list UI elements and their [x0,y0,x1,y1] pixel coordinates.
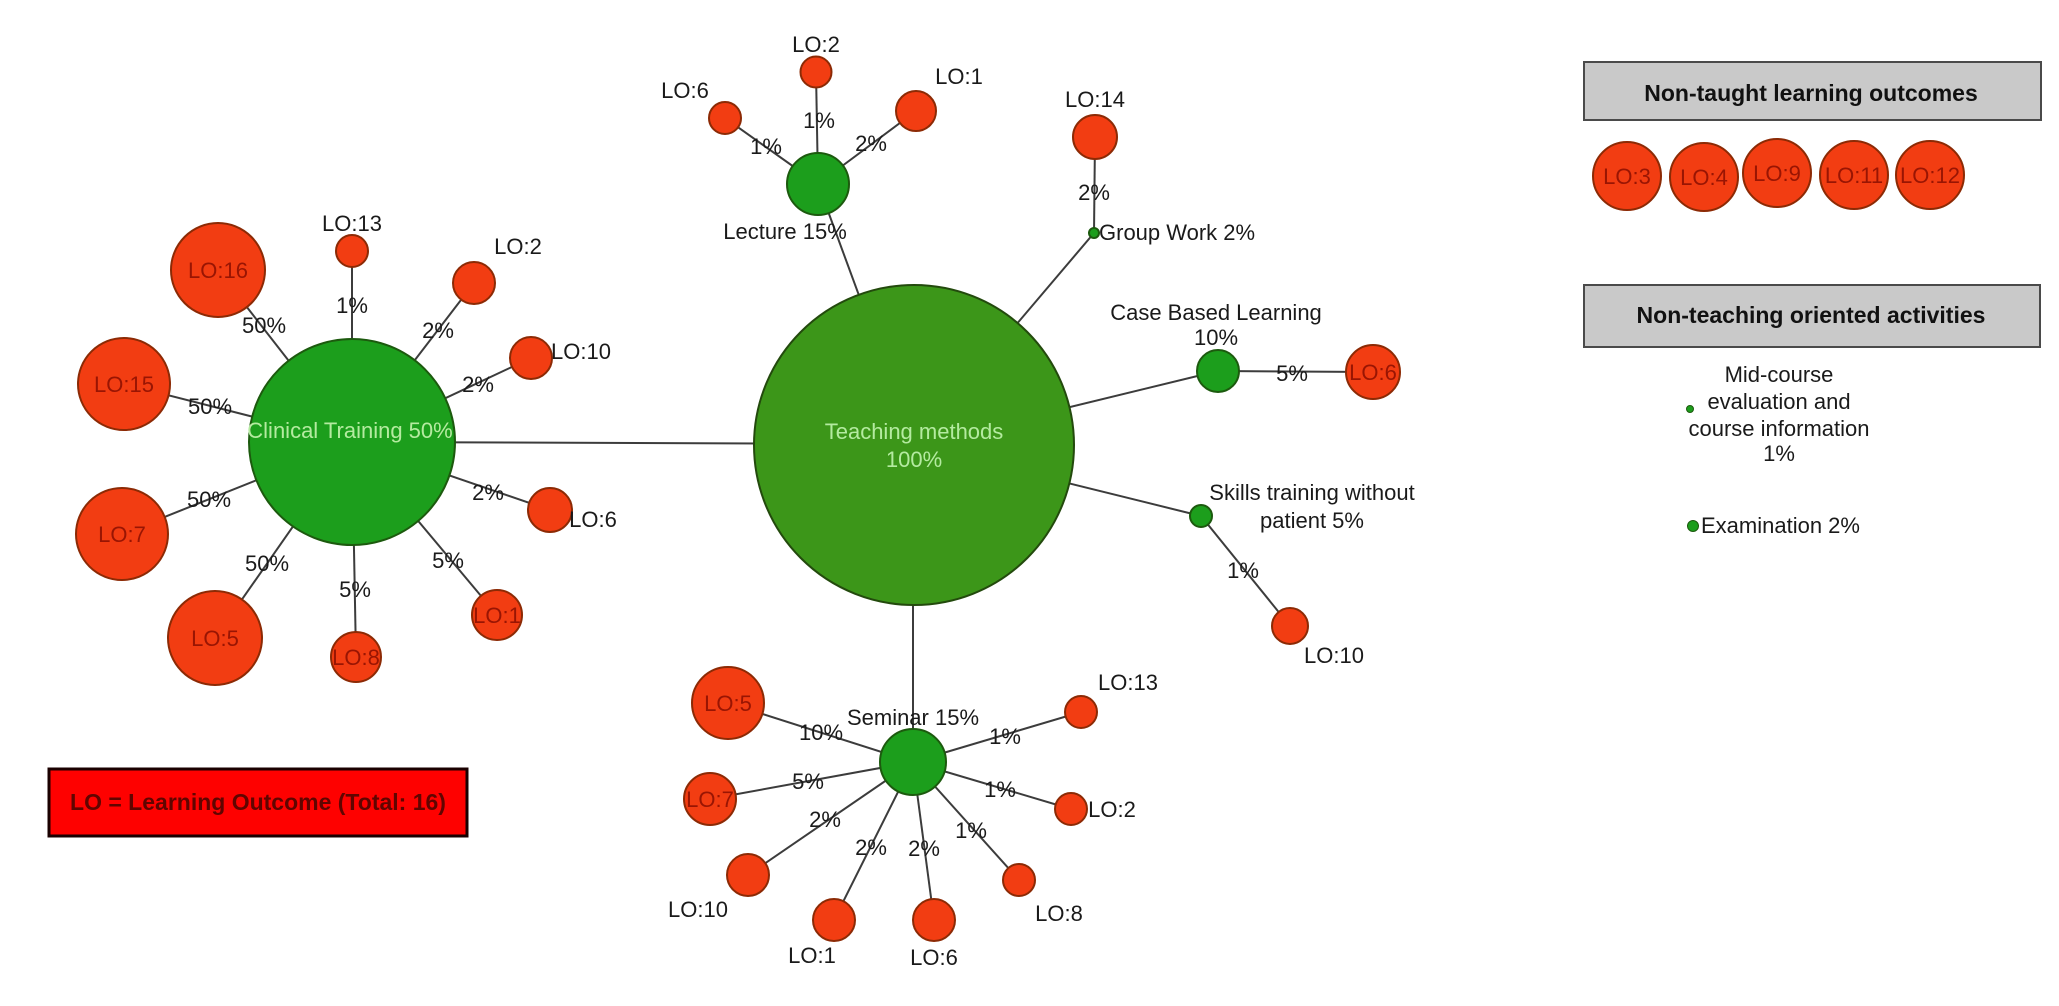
svg-text:LO:5: LO:5 [704,691,752,716]
svg-text:LO:6: LO:6 [910,945,958,970]
svg-text:1%: 1% [1227,558,1259,583]
svg-text:2%: 2% [1078,180,1110,205]
svg-text:LO:9: LO:9 [1753,161,1801,186]
svg-text:LO:11: LO:11 [1825,163,1883,188]
svg-text:LO:1: LO:1 [935,64,983,89]
svg-text:1%: 1% [803,108,835,133]
svg-text:LO:6: LO:6 [661,78,709,103]
svg-text:50%: 50% [245,551,289,576]
svg-text:Skills training without: Skills training without [1209,480,1414,505]
svg-text:2%: 2% [472,480,504,505]
svg-text:Teaching methods: Teaching methods [825,419,1004,444]
svg-text:LO:14: LO:14 [1065,87,1125,112]
svg-text:LO:2: LO:2 [792,32,840,57]
svg-text:Clinical Training 50%: Clinical Training 50% [247,418,452,443]
svg-text:LO:5: LO:5 [191,626,239,651]
svg-text:LO:16: LO:16 [188,258,248,283]
svg-text:LO:1: LO:1 [788,943,836,968]
svg-text:5%: 5% [432,548,464,573]
svg-text:5%: 5% [339,577,371,602]
svg-text:LO:15: LO:15 [94,372,154,397]
svg-text:2%: 2% [855,131,887,156]
svg-text:10%: 10% [1194,325,1238,350]
svg-text:LO:4: LO:4 [1680,165,1728,190]
svg-text:LO:13: LO:13 [1098,670,1158,695]
svg-text:LO:10: LO:10 [551,339,611,364]
svg-text:patient 5%: patient 5% [1260,508,1364,533]
svg-text:2%: 2% [462,372,494,397]
svg-text:LO:7: LO:7 [98,522,146,547]
svg-text:LO:12: LO:12 [1900,163,1960,188]
svg-text:LO:2: LO:2 [494,234,542,259]
svg-text:evaluation and: evaluation and [1707,389,1850,414]
svg-text:LO:1: LO:1 [473,603,521,628]
svg-text:LO:8: LO:8 [332,645,380,670]
svg-text:1%: 1% [955,818,987,843]
svg-text:LO:2: LO:2 [1088,797,1136,822]
svg-text:Examination 2%: Examination 2% [1701,513,1860,538]
svg-text:1%: 1% [1763,441,1795,466]
svg-text:2%: 2% [809,807,841,832]
svg-text:2%: 2% [422,318,454,343]
svg-text:LO:7: LO:7 [686,787,734,812]
svg-text:Non-taught learning outcomes: Non-taught learning outcomes [1644,80,1978,106]
svg-text:course information: course information [1689,416,1870,441]
svg-text:10%: 10% [799,720,843,745]
svg-text:50%: 50% [188,394,232,419]
svg-text:50%: 50% [242,313,286,338]
svg-text:50%: 50% [187,487,231,512]
svg-text:2%: 2% [855,835,887,860]
svg-text:Group Work 2%: Group Work 2% [1099,220,1255,245]
svg-text:1%: 1% [750,134,782,159]
svg-text:5%: 5% [792,769,824,794]
svg-text:Case Based Learning: Case Based Learning [1110,300,1322,325]
svg-text:LO:13: LO:13 [322,211,382,236]
svg-text:LO = Learning Outcome (Total:: LO = Learning Outcome (Total: 16) [70,789,446,815]
svg-text:1%: 1% [984,777,1016,802]
svg-text:2%: 2% [908,836,940,861]
svg-text:Lecture 15%: Lecture 15% [723,219,847,244]
svg-text:Mid-course: Mid-course [1725,362,1834,387]
svg-text:Non-teaching oriented activiti: Non-teaching oriented activities [1637,302,1986,328]
svg-text:LO:6: LO:6 [1349,360,1397,385]
svg-text:LO:8: LO:8 [1035,901,1083,926]
svg-text:LO:10: LO:10 [1304,643,1364,668]
svg-text:LO:3: LO:3 [1603,164,1651,189]
svg-text:LO:10: LO:10 [668,897,728,922]
svg-text:Seminar 15%: Seminar 15% [847,705,979,730]
svg-text:1%: 1% [336,293,368,318]
svg-text:5%: 5% [1276,361,1308,386]
svg-text:100%: 100% [886,447,942,472]
svg-text:LO:6: LO:6 [569,507,617,532]
svg-text:1%: 1% [989,724,1021,749]
